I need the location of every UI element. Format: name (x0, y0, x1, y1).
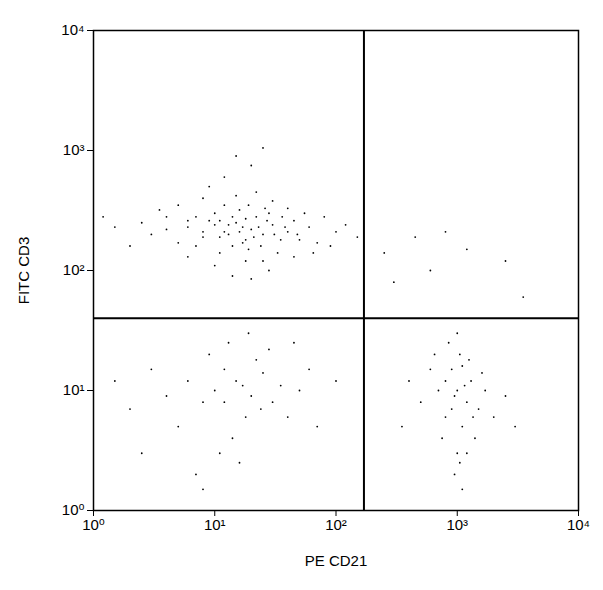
svg-text:10²: 10² (63, 261, 85, 278)
svg-text:10¹: 10¹ (204, 516, 226, 533)
svg-text:PE CD21: PE CD21 (305, 552, 368, 569)
svg-text:10³: 10³ (63, 141, 85, 158)
svg-text:10⁰: 10⁰ (62, 501, 85, 518)
svg-text:10³: 10³ (446, 516, 468, 533)
svg-text:10²: 10² (325, 516, 347, 533)
svg-text:FITC CD3: FITC CD3 (15, 237, 32, 305)
svg-text:10⁰: 10⁰ (82, 516, 105, 533)
svg-text:10¹: 10¹ (63, 381, 85, 398)
svg-text:10⁴: 10⁴ (61, 21, 84, 38)
svg-text:10⁴: 10⁴ (567, 516, 590, 533)
